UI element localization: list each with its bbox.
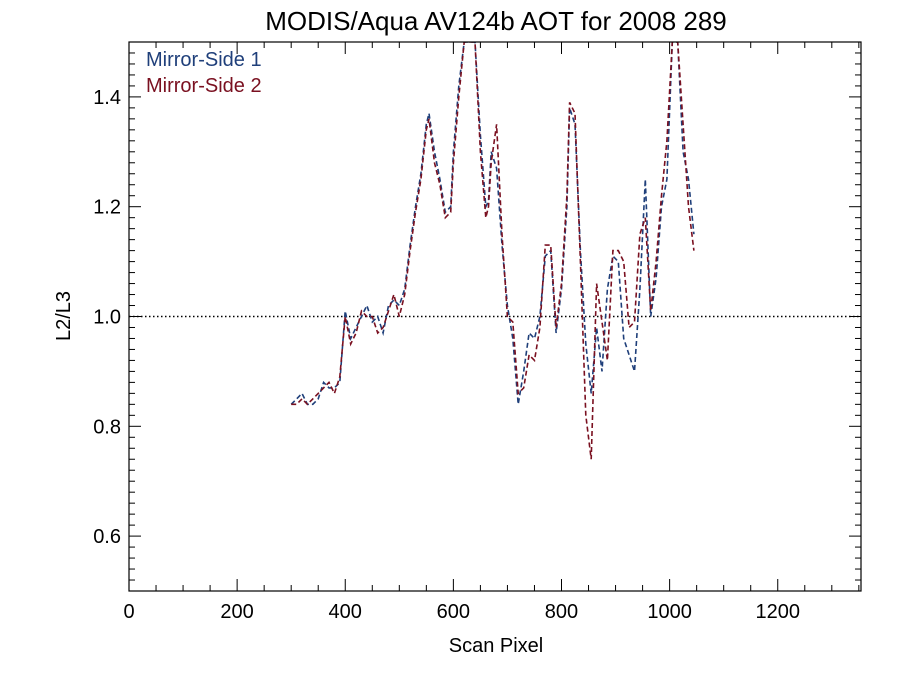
y-tick-label: 1.2 [93, 197, 121, 219]
x-tick-label: 200 [220, 601, 253, 623]
x-tick-label: 400 [329, 601, 362, 623]
x-axis-label: Scan Pixel [449, 635, 544, 657]
x-tick-label: 1200 [755, 601, 800, 623]
y-tick-label: 0.8 [93, 416, 121, 438]
x-tick-label: 600 [437, 601, 470, 623]
x-tick-label: 0 [123, 601, 134, 623]
legend-entry-1: Mirror-Side 1 [146, 49, 262, 71]
series-line-1 [290, 42, 695, 406]
axes-frame [128, 41, 862, 592]
x-tick-label: 1000 [647, 601, 692, 623]
y-tick-label: 0.6 [93, 526, 121, 548]
y-axis-label: L2/L3 [53, 291, 75, 341]
x-tick-label: 800 [545, 601, 578, 623]
chart-title: MODIS/Aqua AV124b AOT for 2008 289 [265, 6, 727, 36]
legend-entry-2: Mirror-Side 2 [146, 75, 262, 97]
series-group [290, 42, 695, 460]
y-tick-label: 1.0 [93, 307, 121, 329]
series-line-2 [291, 42, 695, 460]
plot-area: 0 200 400 600 800 1000 1200 0.6 0.8 1.0 1.2 1.4 Mirr… [93, 41, 862, 623]
y-tick-label: 1.4 [93, 87, 121, 109]
